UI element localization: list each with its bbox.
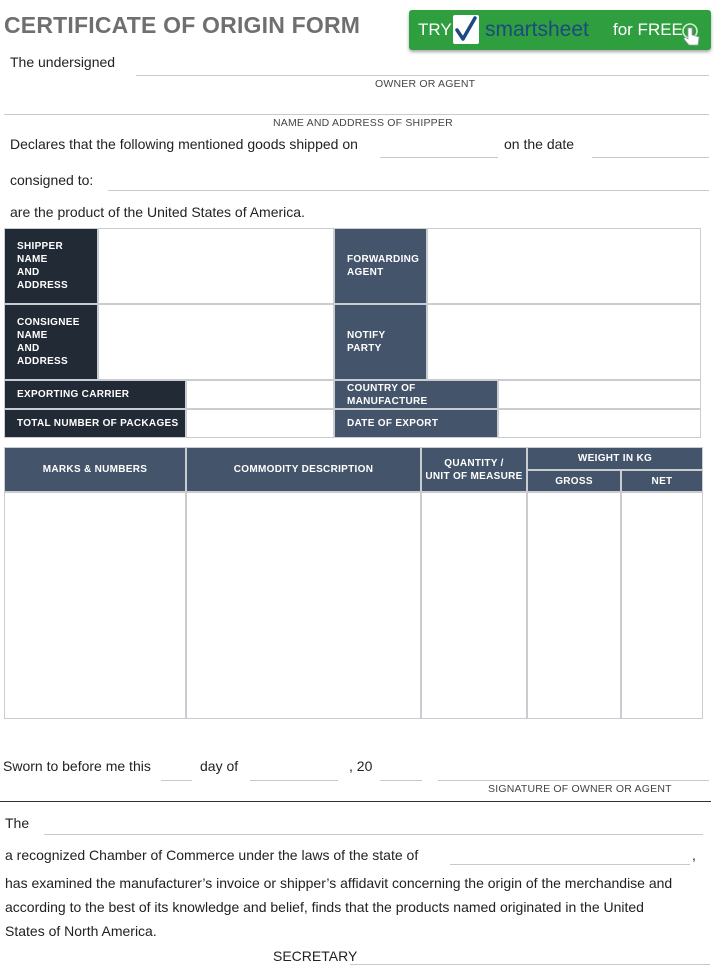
sworn-year-field[interactable] bbox=[380, 762, 422, 781]
states-statement: States of North America. bbox=[5, 923, 157, 939]
according-statement: according to the best of its knowledge a… bbox=[5, 899, 644, 915]
on-the-date-label: on the date bbox=[504, 136, 575, 152]
shipper-name-address-field[interactable] bbox=[4, 96, 709, 115]
day-of-label: day of bbox=[200, 758, 239, 774]
try-label: TRY bbox=[418, 20, 452, 39]
owner-agent-caption: OWNER OR AGENT bbox=[375, 78, 476, 90]
gross-header: GROSS bbox=[527, 470, 621, 492]
marks-numbers-header: MARKS & NUMBERS bbox=[4, 447, 186, 492]
country-of-manufacture-label: COUNTRY OF MANUFACTURE bbox=[334, 380, 498, 409]
net-header: NET bbox=[621, 470, 703, 492]
sworn-label: Sworn to before me this bbox=[3, 758, 151, 774]
gross-weight-cell[interactable] bbox=[527, 492, 621, 719]
examined-statement: has examined the manufacturer’s invoice … bbox=[5, 875, 673, 891]
declares-label: Declares that the following mentioned go… bbox=[10, 136, 358, 152]
recognized-label: a recognized Chamber of Commerce under t… bbox=[5, 847, 419, 863]
notify-party-label: NOTIFY PARTY bbox=[334, 304, 427, 380]
total-packages-label: TOTAL NUMBER OF PACKAGES bbox=[4, 409, 186, 438]
date-field[interactable] bbox=[592, 139, 709, 158]
chamber-name-field[interactable] bbox=[44, 816, 703, 835]
owner-signature-field[interactable] bbox=[438, 762, 709, 781]
secretary-label: SECRETARY bbox=[273, 948, 358, 964]
exporting-carrier-input[interactable] bbox=[186, 380, 334, 409]
the-label: The bbox=[5, 815, 30, 831]
secretary-signature-field[interactable] bbox=[350, 946, 710, 965]
consignee-label: CONSIGNEE NAME AND ADDRESS bbox=[4, 304, 98, 380]
date-of-export-input[interactable] bbox=[498, 409, 701, 438]
commodity-description-header: COMMODITY DESCRIPTION bbox=[186, 447, 421, 492]
try-smartsheet-button[interactable]: TRY smartsheet for FREE bbox=[409, 10, 711, 50]
consignee-input[interactable] bbox=[98, 304, 334, 380]
shipper-input[interactable] bbox=[98, 228, 334, 304]
state-field[interactable] bbox=[450, 846, 690, 865]
net-weight-cell[interactable] bbox=[621, 492, 703, 719]
shipped-on-field[interactable] bbox=[380, 139, 498, 158]
for-free-label: for FREE bbox=[613, 20, 683, 39]
product-statement: are the product of the United States of … bbox=[10, 204, 305, 220]
sworn-day-field[interactable] bbox=[161, 762, 192, 781]
page-title: CERTIFICATE OF ORIGIN FORM bbox=[4, 12, 361, 38]
weight-kg-header: WEIGHT IN KG bbox=[527, 447, 703, 470]
pointer-hand-icon bbox=[680, 23, 704, 54]
commodity-description-cell[interactable] bbox=[186, 492, 421, 719]
signature-caption: SIGNATURE OF OWNER OR AGENT bbox=[488, 783, 672, 795]
shipper-caption: NAME AND ADDRESS OF SHIPPER bbox=[273, 117, 453, 129]
smartsheet-logo-text: smartsheet bbox=[485, 18, 589, 41]
owner-agent-field[interactable] bbox=[136, 57, 709, 76]
year-prefix-label: , 20 bbox=[349, 758, 373, 774]
total-packages-input[interactable] bbox=[186, 409, 334, 438]
undersigned-label: The undersigned bbox=[10, 54, 116, 70]
quantity-unit-cell[interactable] bbox=[421, 492, 527, 719]
marks-numbers-cell[interactable] bbox=[4, 492, 186, 719]
consigned-to-label: consigned to: bbox=[10, 172, 94, 188]
notify-party-input[interactable] bbox=[427, 304, 701, 380]
consigned-to-field[interactable] bbox=[108, 172, 709, 191]
forwarding-agent-label: FORWARDING AGENT bbox=[334, 228, 427, 304]
sworn-month-field[interactable] bbox=[250, 762, 338, 781]
forwarding-agent-input[interactable] bbox=[427, 228, 701, 304]
comma-label: , bbox=[692, 847, 696, 863]
section-divider bbox=[0, 801, 711, 802]
checkmark-icon bbox=[453, 15, 479, 44]
date-of-export-label: DATE OF EXPORT bbox=[334, 409, 498, 438]
quantity-unit-header: QUANTITY / UNIT OF MEASURE bbox=[421, 447, 527, 492]
country-of-manufacture-input[interactable] bbox=[498, 380, 701, 409]
shipper-label: SHIPPER NAME AND ADDRESS bbox=[4, 228, 98, 304]
exporting-carrier-label: EXPORTING CARRIER bbox=[4, 380, 186, 409]
